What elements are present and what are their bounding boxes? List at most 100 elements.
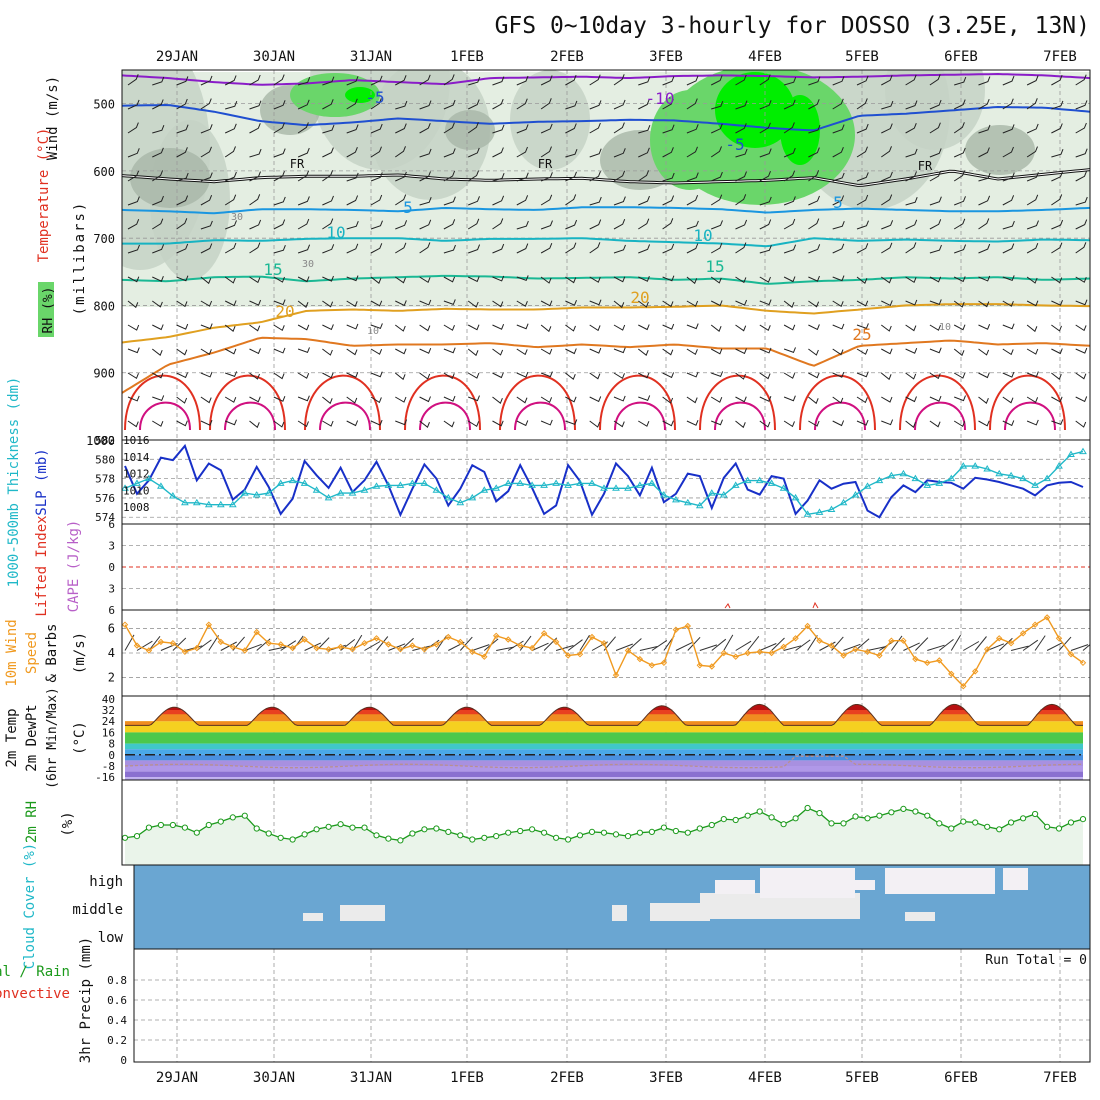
thickness-tick-label: 578 — [95, 473, 115, 486]
wind-speed-point — [361, 639, 368, 647]
wind-barb — [1026, 276, 1038, 284]
wind-barb — [638, 147, 650, 158]
cloud-block-middle — [303, 913, 323, 921]
wind-barb — [1051, 276, 1063, 284]
wind-barb — [929, 276, 942, 283]
wind-barb — [249, 396, 261, 403]
li-tick-label: 6 — [108, 518, 115, 531]
wind-speed-point — [612, 671, 620, 679]
wind-barb — [540, 146, 552, 158]
rh-patch-mid — [885, 70, 985, 150]
wind10m-barb — [220, 641, 237, 651]
wind-barb — [1002, 300, 1014, 307]
wind-speed-point — [205, 621, 213, 628]
wind-barb — [905, 299, 918, 306]
wind-barb — [565, 276, 577, 284]
wind-barb — [200, 323, 213, 330]
wind-barb — [492, 173, 505, 182]
day-label-top: 6FEB — [944, 49, 978, 65]
wind-barb — [249, 242, 261, 254]
wind-barb — [370, 300, 383, 307]
wind-barb — [589, 171, 601, 182]
wind-barb — [1002, 195, 1015, 206]
thickness-point — [660, 491, 668, 498]
wind-barb — [832, 396, 844, 404]
isotherm-35-arc — [514, 401, 566, 431]
rh-patch-dark — [965, 125, 1035, 175]
rh-patch-mid — [510, 70, 590, 170]
wind-barb — [152, 276, 164, 282]
wind-barb — [273, 219, 286, 230]
wind-barb — [322, 420, 334, 427]
wind-barb — [978, 76, 991, 86]
wind10m-barb — [723, 634, 734, 651]
wind-barb — [176, 76, 189, 86]
wind-barb — [370, 194, 383, 206]
wind-barb — [783, 300, 795, 309]
wind-barb — [1002, 396, 1014, 404]
wind-barb — [638, 76, 651, 86]
wind-speed-point — [876, 652, 883, 659]
wind-barb — [832, 195, 845, 206]
wind-barb — [662, 218, 674, 230]
wind-barb — [638, 170, 650, 182]
wind10m-barb — [974, 636, 987, 651]
wind-barb — [881, 324, 892, 332]
wind-barb — [322, 324, 334, 331]
wind-barb — [662, 172, 675, 182]
contour-label: 5 — [403, 198, 413, 217]
wind-barb — [127, 74, 139, 86]
wind-speed-point — [648, 662, 656, 669]
wind-barb — [808, 324, 820, 331]
rh2m-point — [337, 821, 344, 828]
day-label-bottom: 5FEB — [845, 1070, 879, 1086]
wind-barb — [662, 300, 674, 308]
wind-barb — [759, 219, 772, 230]
slp-tick-label: 1016 — [123, 434, 150, 447]
rh2m-point — [792, 815, 799, 822]
thickness-point — [875, 476, 884, 484]
wind-barb — [662, 420, 674, 427]
ylabel-wind10m-3: & Barbs — [44, 623, 60, 682]
wind-barb — [613, 122, 625, 134]
wind-barb — [613, 324, 626, 331]
wind-barb — [395, 171, 407, 182]
wind10m-barb — [927, 644, 945, 651]
wind-barb — [273, 276, 285, 283]
rh2m-point — [828, 820, 835, 827]
thickness-point — [1079, 447, 1087, 455]
thickness-tick-label: 576 — [95, 492, 115, 505]
thickness-point — [779, 484, 788, 491]
isotherm-30-arc — [699, 374, 776, 431]
rh2m-point — [924, 812, 931, 819]
wind-barb — [905, 396, 917, 403]
wind-barb — [540, 371, 553, 378]
wind-barb — [443, 74, 455, 86]
rh2m-point — [505, 829, 512, 836]
wind-barb — [176, 275, 189, 282]
wind-barb — [492, 396, 503, 405]
wind-barb — [370, 371, 383, 378]
wind-barb — [711, 171, 723, 182]
wind10m-barb — [963, 641, 980, 651]
wind-barb — [225, 220, 237, 230]
rh2m-point — [912, 808, 919, 815]
wind-barb — [711, 419, 723, 426]
wind-barb — [953, 324, 966, 331]
wind-barb — [419, 100, 432, 110]
wind-barb — [200, 172, 213, 182]
rh2m-point — [373, 832, 380, 839]
wind-barb — [419, 171, 431, 182]
wind-barb — [881, 276, 892, 284]
wind-barb — [638, 420, 650, 427]
wind-barb — [492, 76, 505, 86]
rh-patch-green — [290, 73, 380, 117]
rh2m-point — [301, 831, 308, 838]
day-label-bottom: 6FEB — [944, 1070, 978, 1086]
wind-speed-point — [145, 647, 153, 654]
thickness-point — [1031, 481, 1039, 488]
wind-barb — [297, 300, 309, 309]
rh2m-point — [1008, 819, 1015, 826]
wind-barb — [127, 122, 139, 134]
thickness-point — [947, 474, 956, 482]
